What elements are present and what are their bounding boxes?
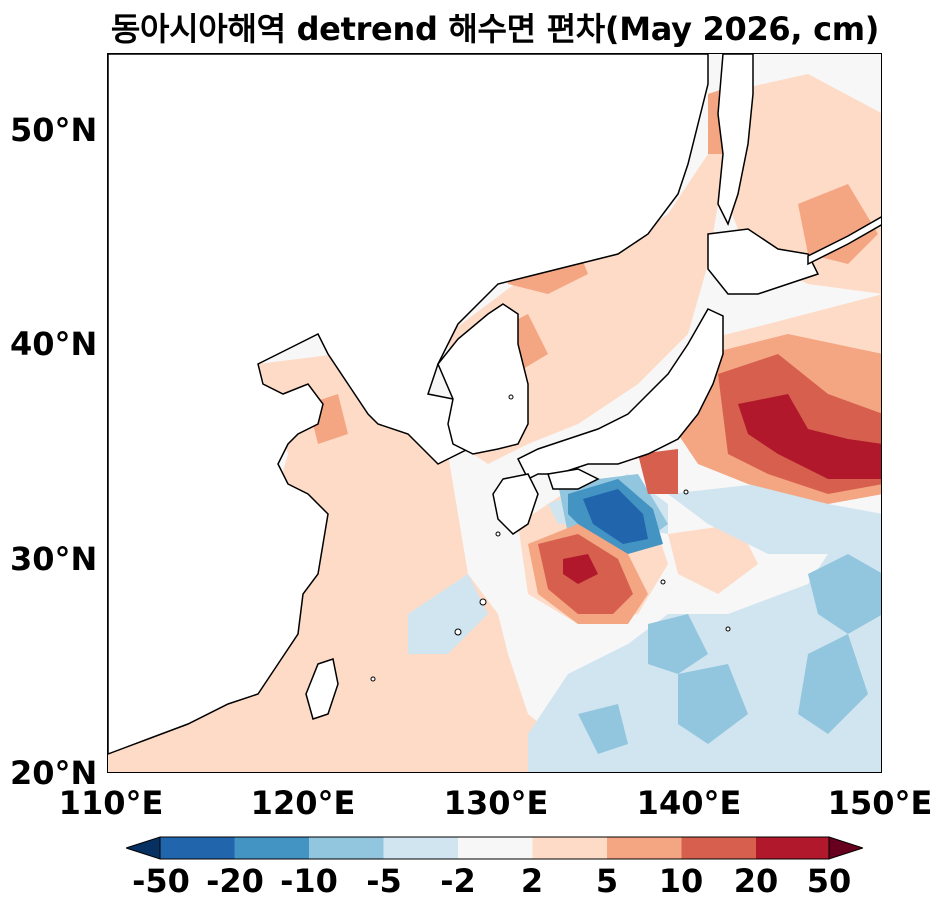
colorbar-bin-2 <box>234 837 309 859</box>
colorbar-label: 20 <box>733 862 779 900</box>
lat-label-30n: 30°N <box>10 540 98 578</box>
lon-label-150e: 150°E <box>827 784 933 822</box>
hokkaido <box>707 228 820 295</box>
taiwan <box>305 658 339 720</box>
kuril-islands <box>807 216 881 266</box>
colorbar-label: 5 <box>595 862 619 900</box>
land <box>108 54 881 755</box>
map-area <box>107 53 882 773</box>
colorbar-bin-7 <box>607 837 682 859</box>
map-canvas <box>108 54 881 772</box>
colorbar-bin-4 <box>383 837 458 859</box>
kyushu <box>492 473 539 535</box>
small-islands <box>370 394 731 682</box>
colorbar-label: -10 <box>280 862 338 900</box>
honshu <box>516 308 724 481</box>
sakhalin <box>717 54 754 226</box>
colorbar-label: 2 <box>520 862 544 900</box>
lon-label-130e: 130°E <box>443 784 549 822</box>
map-title: 동아시아해역 detrend 해수면 편차(May 2026, cm) <box>110 10 880 48</box>
korea-peninsula <box>437 303 529 455</box>
lat-label-20n: 20°N <box>10 754 98 792</box>
colorbar-label: 50 <box>806 862 852 900</box>
mainland-north <box>108 54 709 755</box>
lon-label-110e: 110°E <box>58 784 164 822</box>
colorbar-bin-9 <box>756 837 829 859</box>
colorbar-bin-8 <box>681 837 756 859</box>
lon-label-120e: 120°E <box>250 784 356 822</box>
colorbar-bin-6 <box>532 837 607 859</box>
anomaly-darkest-red <box>563 394 881 584</box>
colorbar-label: -2 <box>440 862 476 900</box>
colorbar-outline <box>159 836 830 860</box>
colorbar-label: 10 <box>658 862 704 900</box>
shikoku <box>547 468 600 490</box>
colorbar-label: -5 <box>366 862 402 900</box>
lat-label-40n: 40°N <box>10 325 98 363</box>
lat-label-50n: 50°N <box>10 111 98 149</box>
colorbar-bin-3 <box>309 837 384 859</box>
lon-label-140e: 140°E <box>636 784 742 822</box>
colorbar-label: -50 <box>132 862 190 900</box>
colorbar <box>126 836 863 860</box>
colorbar-extend-low <box>126 836 161 860</box>
colorbar-label: -20 <box>206 862 264 900</box>
colorbar-bin-5 <box>458 837 533 859</box>
colorbar-bin-1 <box>160 837 235 859</box>
colorbar-extend-high <box>828 836 863 860</box>
